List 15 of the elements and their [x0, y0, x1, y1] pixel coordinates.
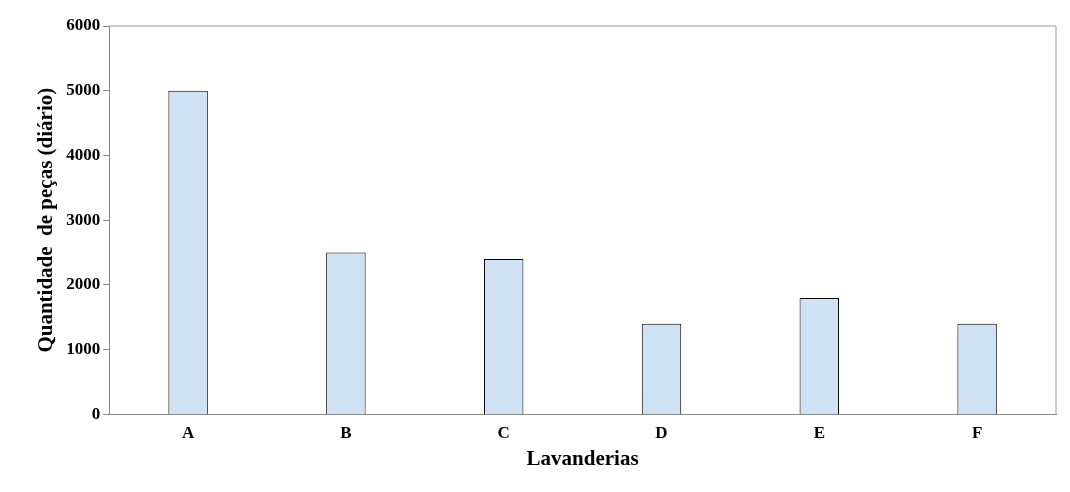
y-tick-label: 6000 [66, 15, 101, 35]
x-tick-label: D [655, 422, 668, 442]
y-tick-label: 2000 [66, 274, 101, 294]
x-tick-label: E [813, 422, 825, 442]
y-axis-title: Quantidade de peças (diário) [33, 87, 58, 353]
y-tick-label: 3000 [66, 209, 101, 229]
x-axis-title: Lavanderias [526, 445, 639, 470]
x-tick-label: C [497, 422, 510, 442]
x-tick-label: F [971, 422, 983, 442]
y-tick-label: 0 [91, 403, 101, 423]
y-tick-label: 5000 [66, 80, 101, 100]
x-tick-label: A [181, 422, 195, 442]
y-tick-label: 4000 [66, 144, 101, 164]
y-tick-label: 1000 [66, 339, 101, 359]
x-tick-label: B [340, 422, 352, 442]
